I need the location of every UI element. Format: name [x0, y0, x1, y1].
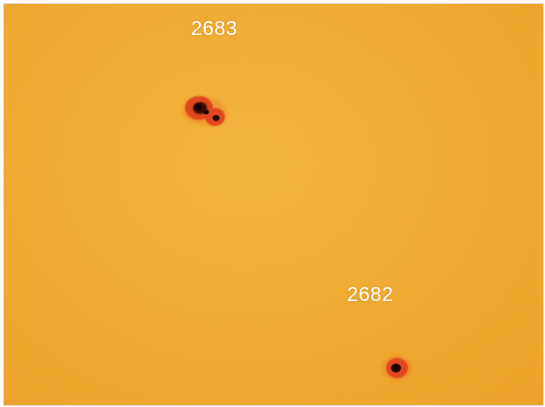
sunspot-group-2683	[182, 96, 226, 126]
solar-disk-image: 2683 2682	[3, 3, 544, 406]
sunspot-2682	[381, 355, 413, 381]
sunspot-layer	[4, 4, 543, 405]
granulation-texture	[4, 4, 543, 405]
region-label-2683: 2683	[191, 18, 238, 40]
region-label-2682: 2682	[347, 284, 394, 306]
